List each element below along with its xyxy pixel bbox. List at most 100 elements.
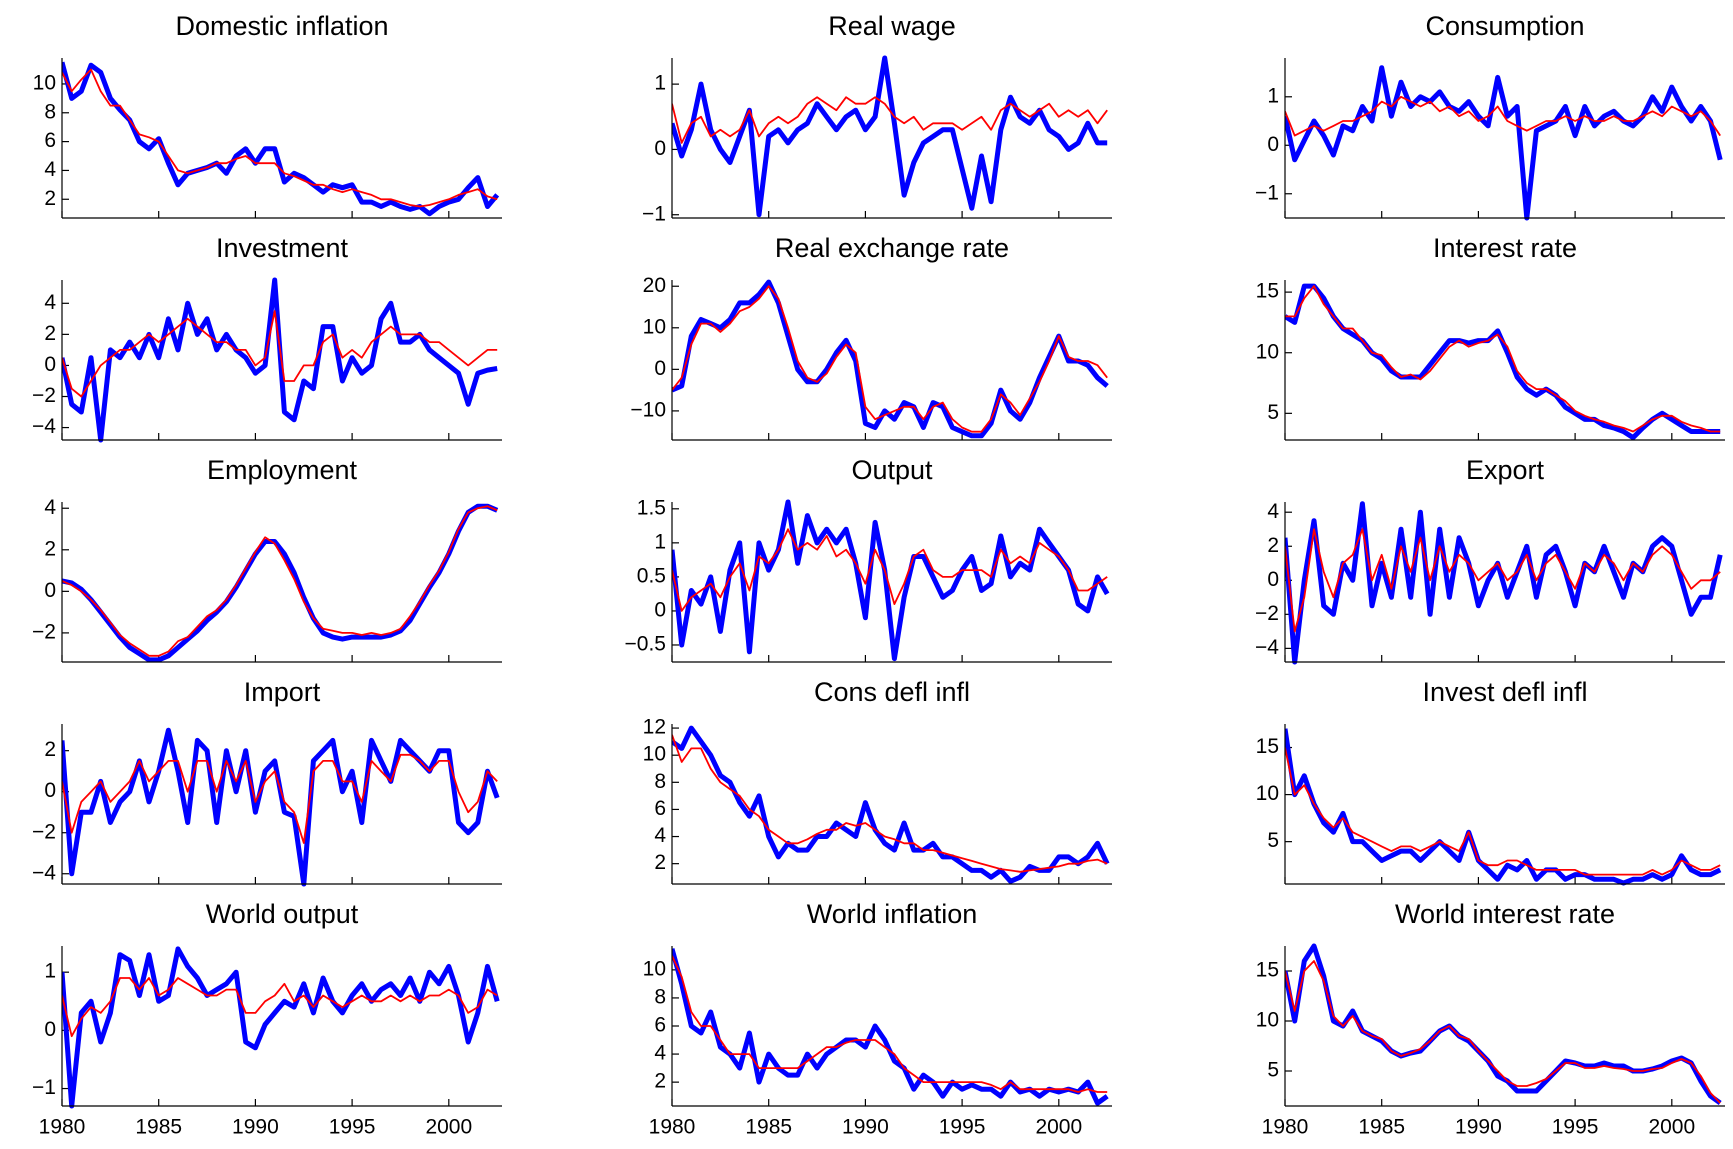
panel: Cons defl infl 2 4 6 8 10 12 xyxy=(643,677,1112,885)
series-line xyxy=(62,310,498,398)
x-tick-label: 2000 xyxy=(425,1116,472,1139)
panel: Import −4 −2 0 2 xyxy=(32,677,502,887)
plot-area xyxy=(62,503,499,663)
series-line xyxy=(62,277,498,443)
plot-area xyxy=(672,725,1110,884)
plot-area xyxy=(62,946,500,1109)
y-tick-label: 5 xyxy=(1267,401,1279,424)
x-tick-label: 1985 xyxy=(1358,1116,1405,1139)
panel-title: World interest rate xyxy=(1395,899,1615,929)
series-line xyxy=(1285,943,1722,1106)
y-tick-label: 12 xyxy=(643,716,666,739)
plot-area xyxy=(1285,283,1721,441)
panel-title: Import xyxy=(244,677,321,707)
series-line xyxy=(62,977,498,1038)
y-tick-label: −1 xyxy=(1255,181,1279,204)
y-tick-label: 0 xyxy=(44,579,56,602)
x-tick-label: 2000 xyxy=(1035,1116,1082,1139)
y-tick-label: 10 xyxy=(1256,782,1279,805)
panel: Invest defl infl 5 10 15 xyxy=(1256,677,1725,886)
series-line xyxy=(672,725,1110,884)
panel-title: Invest defl infl xyxy=(1422,677,1587,707)
y-tick-label: 6 xyxy=(654,1014,666,1037)
y-tick-label: 4 xyxy=(1267,500,1279,523)
panel: Real exchange rate −10 0 10 20 xyxy=(630,233,1112,441)
series-line xyxy=(1285,728,1722,886)
y-tick-label: 8 xyxy=(44,100,56,123)
plot-area xyxy=(672,948,1109,1106)
panel-title: Interest rate xyxy=(1433,233,1577,263)
x-tick-label: 1995 xyxy=(939,1116,986,1139)
series-line xyxy=(62,505,498,657)
x-tick-label: 1980 xyxy=(1262,1116,1309,1139)
y-tick-label: 4 xyxy=(654,1042,666,1065)
plot-area xyxy=(62,61,500,217)
series-line xyxy=(62,61,500,217)
y-tick-label: 0 xyxy=(44,1018,56,1041)
panel-title: Consumption xyxy=(1425,11,1584,41)
plot-area xyxy=(1285,501,1723,665)
y-tick-label: −1 xyxy=(642,202,666,225)
series-line xyxy=(62,68,498,208)
panel: Employment −2 0 2 4 xyxy=(32,455,502,663)
y-tick-label: −4 xyxy=(1255,636,1279,659)
y-tick-label: 10 xyxy=(643,743,666,766)
y-tick-label: −4 xyxy=(32,415,56,438)
x-tick-label: 1985 xyxy=(135,1116,182,1139)
series-line xyxy=(672,55,1108,218)
series-line xyxy=(1285,285,1721,433)
series-line xyxy=(1285,528,1721,633)
series-line xyxy=(1285,65,1723,221)
y-tick-label: 8 xyxy=(654,985,666,1008)
y-tick-label: 15 xyxy=(1256,959,1279,982)
panel: Export −4 −2 0 2 4 xyxy=(1255,455,1725,665)
series-line xyxy=(672,96,1108,144)
y-tick-label: 0 xyxy=(654,137,666,160)
series-line xyxy=(672,285,1108,433)
y-tick-label: −2 xyxy=(32,820,56,843)
panel: World interest rate 5 10 15 1980 1985 1990 1995… xyxy=(1256,899,1725,1139)
series-line xyxy=(1285,95,1721,137)
y-tick-label: 4 xyxy=(654,824,666,847)
series-line xyxy=(1285,960,1721,1104)
y-tick-label: 0.5 xyxy=(637,564,666,587)
y-tick-label: −1 xyxy=(32,1076,56,1099)
panel-title: Output xyxy=(851,455,933,485)
series-line xyxy=(672,528,1108,612)
y-tick-label: 2 xyxy=(44,738,56,761)
series-line xyxy=(672,499,1110,662)
series-line xyxy=(1285,283,1721,441)
panel-title: World inflation xyxy=(807,899,978,929)
series-line xyxy=(1285,501,1723,665)
y-tick-label: 6 xyxy=(654,797,666,820)
y-tick-label: 5 xyxy=(1267,1059,1279,1082)
panel: Domestic inflation 2 4 6 8 10 xyxy=(33,11,502,219)
panel: Investment −4 −2 0 2 4 xyxy=(32,233,502,443)
x-tick-label: 1995 xyxy=(329,1116,376,1139)
y-tick-label: 0 xyxy=(44,353,56,376)
plot-area xyxy=(62,727,500,887)
y-tick-label: 6 xyxy=(44,129,56,152)
x-tick-label: 1985 xyxy=(745,1116,792,1139)
y-tick-label: 15 xyxy=(1256,735,1279,758)
y-tick-label: −4 xyxy=(32,861,56,884)
series-line xyxy=(1285,747,1721,876)
y-tick-label: −2 xyxy=(32,620,56,643)
series-line xyxy=(672,948,1109,1106)
y-tick-label: −2 xyxy=(1255,602,1279,625)
y-tick-label: 0 xyxy=(1267,133,1279,156)
y-tick-label: 5 xyxy=(1267,829,1279,852)
y-tick-label: 10 xyxy=(1256,1009,1279,1032)
y-tick-label: 0 xyxy=(1267,568,1279,591)
y-tick-label: 10 xyxy=(643,315,666,338)
x-tick-label: 2000 xyxy=(1648,1116,1695,1139)
y-tick-label: 2 xyxy=(654,1070,666,1093)
y-tick-label: 10 xyxy=(643,957,666,980)
y-tick-label: 0 xyxy=(44,779,56,802)
y-tick-label: 4 xyxy=(44,291,56,314)
y-tick-label: 8 xyxy=(654,770,666,793)
y-tick-label: 1 xyxy=(44,960,56,983)
x-tick-label: 1995 xyxy=(1552,1116,1599,1139)
y-tick-label: 10 xyxy=(1256,340,1279,363)
